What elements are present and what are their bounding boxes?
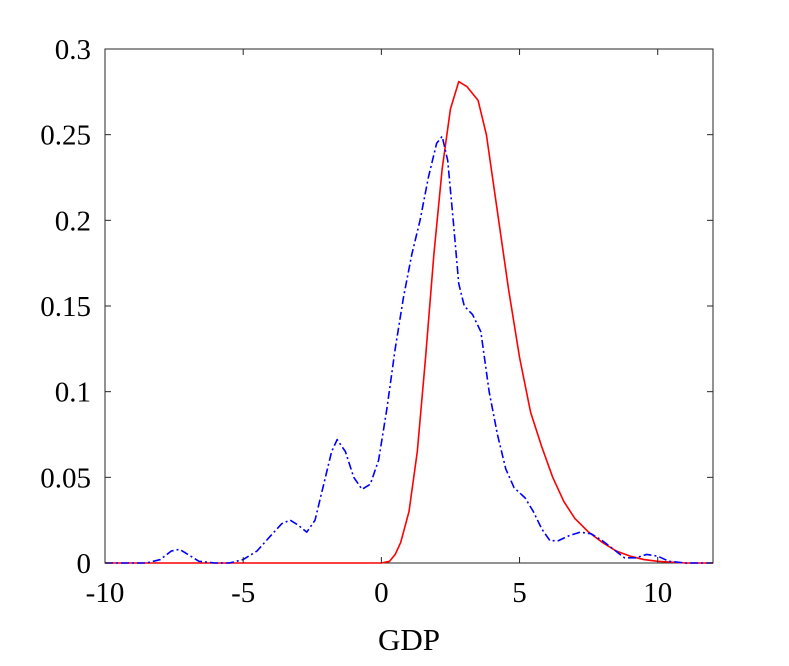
plot-box bbox=[104, 48, 714, 564]
x-tick-label: 0 bbox=[374, 577, 389, 609]
y-tick-label: 0 bbox=[77, 548, 92, 580]
y-tick-label: 0.2 bbox=[55, 205, 91, 237]
x-tick-label: 5 bbox=[512, 577, 527, 609]
x-tick-label: 10 bbox=[643, 577, 672, 609]
series-line-1 bbox=[105, 80, 713, 564]
x-axis-label: GDP bbox=[378, 622, 440, 657]
x-tick-label: -10 bbox=[86, 577, 125, 609]
y-tick-label: 0.05 bbox=[40, 462, 91, 494]
series-layer bbox=[105, 80, 713, 564]
series-line-2 bbox=[105, 135, 713, 564]
y-tick-label: 0.15 bbox=[40, 291, 91, 323]
y-tick-label: 0.1 bbox=[55, 377, 91, 409]
x-tick-label: -5 bbox=[231, 577, 255, 609]
y-tick-label: 0.3 bbox=[55, 34, 91, 66]
ticks-layer: -10 -5 0 5 10 0 0.05 0.1 0.15 0.2 0.25 0.3 bbox=[40, 34, 713, 609]
y-tick-label: 0.25 bbox=[40, 120, 91, 152]
plot-frame bbox=[104, 48, 714, 564]
